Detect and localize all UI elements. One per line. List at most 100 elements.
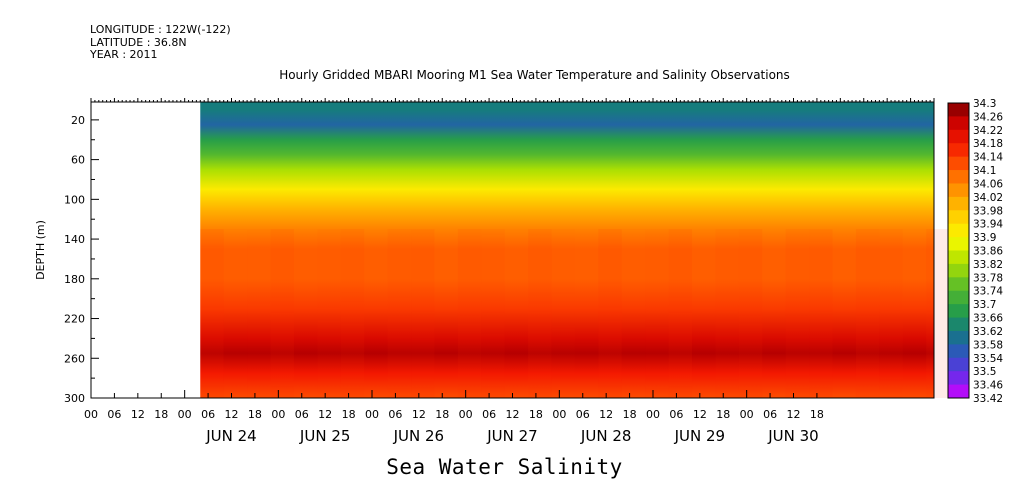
x-tick-label: 00: [178, 408, 192, 421]
y-tick-label: 100: [64, 193, 85, 206]
x-tick-label: 06: [576, 408, 590, 421]
colorbar-swatch: [948, 143, 969, 158]
x-tick-label: 12: [131, 408, 145, 421]
x-date-label: JUN 25: [299, 427, 350, 445]
colorbar-label: 34.18: [973, 138, 1003, 150]
x-tick-label: 18: [342, 408, 356, 421]
field-texture: [645, 229, 668, 398]
x-tick-label: 12: [599, 408, 613, 421]
x-tick-label: 18: [716, 408, 730, 421]
colorbar-swatch: [948, 210, 969, 225]
field-texture: [668, 229, 693, 398]
colorbar-label: 33.5: [973, 366, 996, 378]
field-texture: [294, 229, 317, 398]
field-texture: [457, 229, 482, 398]
x-tick-label: 00: [740, 408, 754, 421]
colorbar-swatch: [948, 371, 969, 386]
colorbar-label: 34.02: [973, 192, 1003, 204]
field-texture: [387, 229, 412, 398]
colorbar-label: 33.42: [973, 393, 1003, 405]
main-title: Sea Water Salinity: [386, 455, 623, 479]
colorbar-swatch: [948, 196, 969, 211]
field-texture: [715, 229, 739, 398]
colorbar-label: 33.66: [973, 313, 1003, 325]
y-tick-label: 60: [71, 154, 85, 167]
year-label: YEAR : 2011: [90, 48, 158, 61]
colorbar-swatch: [948, 183, 969, 198]
x-date-label: JUN 27: [486, 427, 537, 445]
colorbar-label: 34.3: [973, 98, 996, 110]
metadata-block: LONGITUDE : 122W(-122) LATITUDE : 36.8N …: [90, 23, 231, 62]
salinity-field: [200, 102, 934, 398]
longitude-label: LONGITUDE : 122W(-122): [90, 23, 231, 36]
field-texture: [224, 229, 247, 398]
x-tick-label: 12: [693, 408, 707, 421]
field-texture: [762, 229, 785, 398]
colorbar-label: 33.98: [973, 205, 1003, 217]
field-texture: [785, 229, 810, 398]
x-tick-label: 18: [623, 408, 637, 421]
y-tick-label: 220: [64, 313, 85, 326]
field-texture: [411, 229, 435, 398]
x-date-label: JUN 30: [767, 427, 818, 445]
x-tick-label: 06: [669, 408, 683, 421]
colorbar-label: 33.58: [973, 339, 1003, 351]
colorbar-label: 33.86: [973, 246, 1003, 258]
x-tick-label: 06: [107, 408, 121, 421]
colorbar-swatch: [948, 103, 969, 117]
x-tick-label: 00: [84, 408, 98, 421]
colorbar-label: 33.7: [973, 299, 996, 311]
field-texture: [505, 229, 528, 398]
field-texture: [855, 229, 880, 398]
field-texture: [903, 229, 926, 398]
x-date-label: JUN 29: [674, 427, 725, 445]
field-texture: [598, 229, 622, 398]
x-tick-label: 00: [552, 408, 566, 421]
x-tick-label: 12: [506, 408, 520, 421]
x-tick-label: 18: [529, 408, 543, 421]
colorbar-swatch: [948, 263, 969, 278]
latitude-label: LATITUDE : 36.8N: [90, 35, 187, 49]
colorbar-swatch: [948, 156, 969, 171]
colorbar-swatch: [948, 304, 969, 319]
field-texture: [738, 229, 763, 398]
colorbar-label: 33.46: [973, 380, 1003, 392]
field-texture: [552, 229, 575, 398]
field-texture: [833, 229, 856, 398]
field-texture: [575, 229, 598, 398]
x-tick-label: 00: [271, 408, 285, 421]
colorbar-label: 34.22: [973, 125, 1003, 137]
colorbar-swatch: [948, 317, 969, 332]
colorbar-swatch: [948, 330, 969, 345]
y-tick-label: 140: [64, 233, 85, 246]
x-date-label: JUN 26: [393, 427, 444, 445]
x-tick-label: 06: [295, 408, 309, 421]
field-texture: [879, 229, 903, 398]
y-tick-label: 180: [64, 273, 85, 286]
field-texture: [270, 229, 294, 398]
colorbar-swatch: [948, 384, 969, 399]
colorbar-label: 33.94: [973, 219, 1003, 231]
field-texture: [247, 229, 270, 398]
colorbar-frame: [947, 102, 970, 399]
colorbar-label: 33.78: [973, 272, 1003, 284]
x-tick-label: 00: [459, 408, 473, 421]
x-date-label: JUN 28: [580, 427, 631, 445]
x-tick-label: 06: [482, 408, 496, 421]
colorbar-label: 34.26: [973, 111, 1003, 123]
field-texture: [481, 229, 505, 398]
colorbar-swatch: [948, 344, 969, 359]
x-date-label: JUN 24: [205, 427, 256, 445]
colorbar-swatch: [948, 116, 969, 131]
colorbar-swatch: [948, 129, 969, 144]
colorbar-swatch: [948, 250, 969, 265]
x-tick-label: 18: [435, 408, 449, 421]
x-tick-label: 00: [646, 408, 660, 421]
x-tick-label: 06: [201, 408, 215, 421]
x-tick-label: 12: [318, 408, 332, 421]
x-tick-label: 18: [810, 408, 824, 421]
colorbar-swatch: [948, 277, 969, 292]
field-texture: [200, 229, 224, 398]
x-tick-label: 06: [388, 408, 402, 421]
